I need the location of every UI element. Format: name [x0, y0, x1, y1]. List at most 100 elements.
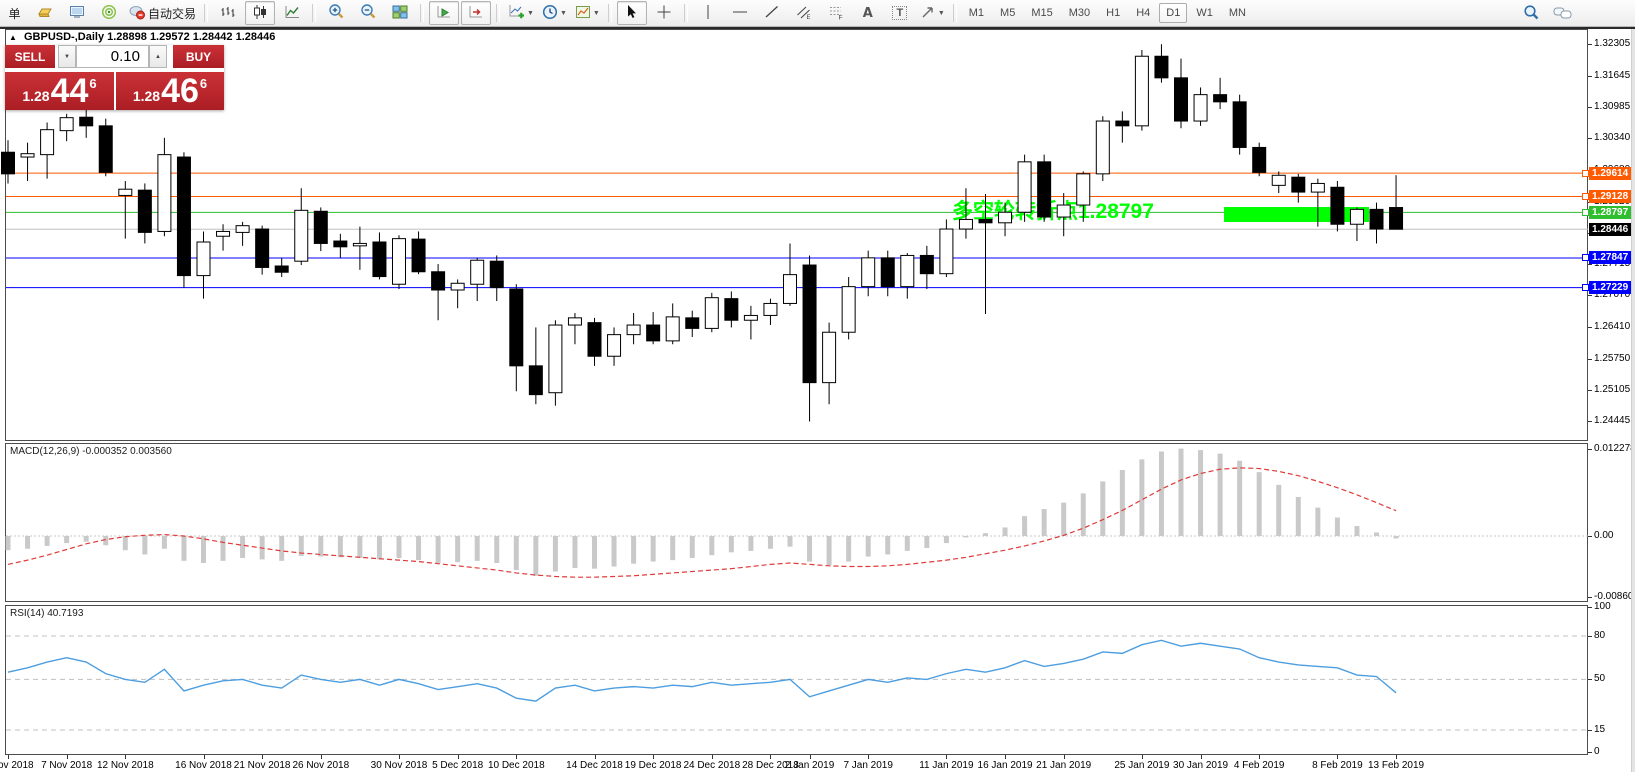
tile-windows-button[interactable]	[385, 1, 415, 25]
fibonacci-icon: F	[828, 4, 844, 23]
date-label: 4 Feb 2019	[1233, 760, 1285, 771]
date-label: 28 Dec 2018	[742, 760, 799, 771]
current-price-tag[interactable]: 1.28446	[1589, 222, 1635, 236]
chart-area[interactable]	[5, 29, 1588, 755]
text-label-button[interactable]: T	[885, 1, 915, 25]
volume-increase-button[interactable]: ▲	[149, 45, 167, 68]
price-tick-mark	[1588, 421, 1592, 423]
cursor-button[interactable]	[616, 1, 647, 25]
period-button[interactable]: ▼	[539, 1, 570, 25]
zoom-out-icon	[360, 3, 377, 23]
buy-price-big: 46	[161, 72, 199, 110]
horizontal-line-button[interactable]	[725, 1, 755, 25]
price-level-tag[interactable]: 1.27847	[1589, 251, 1635, 265]
date-label: 16 Jan 2019	[977, 760, 1033, 771]
rsi-tick-mark	[1588, 730, 1592, 731]
rsi-tick-mark	[1588, 751, 1592, 753]
dropdown-arrow-icon[interactable]: ▼	[527, 9, 534, 17]
toolbar-separator	[496, 4, 501, 22]
highlight-box[interactable]	[1224, 207, 1369, 222]
dropdown-arrow-icon[interactable]: ▼	[559, 9, 567, 17]
price-level-tag[interactable]: 1.28797	[1589, 205, 1635, 219]
date-tick-mark	[594, 755, 596, 759]
text-icon: A	[862, 5, 873, 21]
macd-tick-mark	[1588, 448, 1592, 450]
volume-input[interactable]	[76, 45, 149, 68]
text-label-icon: T	[892, 6, 908, 20]
chat-button[interactable]	[1548, 2, 1578, 26]
sell-price-display[interactable]: 1.28 44 6	[5, 72, 114, 110]
auto-trading-button[interactable]: 自动交易	[126, 1, 199, 25]
trendline-button[interactable]	[757, 1, 787, 25]
toolbar-right-group	[1515, 2, 1579, 26]
arrows-button[interactable]: ▼	[917, 1, 948, 25]
macd-tick-label: -0.008605	[1594, 591, 1635, 603]
date-tick-mark	[653, 755, 655, 759]
toolbar-separator	[312, 4, 317, 22]
new-order-icon-button[interactable]	[30, 1, 60, 25]
rsi-tick-mark	[1588, 679, 1592, 681]
sell-button[interactable]: SELL	[5, 45, 55, 68]
auto-scroll-button[interactable]	[429, 1, 460, 25]
date-label: 2 Jan 2019	[784, 760, 835, 771]
channel-icon: E	[796, 4, 812, 23]
equidistant-channel-button[interactable]: E	[789, 1, 819, 25]
toolbar-separator	[952, 4, 957, 22]
buy-price-display[interactable]: 1.28 46 6	[116, 72, 224, 110]
collapse-panel-icon[interactable]: ▲	[9, 33, 17, 42]
zoom-in-icon	[328, 3, 345, 23]
sell-price-prefix: 1.28	[22, 88, 50, 104]
timeframe-W1[interactable]: W1	[1196, 7, 1213, 19]
line-chart-button[interactable]	[277, 1, 307, 25]
price-tick-mark	[1588, 138, 1592, 140]
terminal-button[interactable]	[62, 1, 92, 25]
buy-price-sup: 6	[199, 76, 208, 91]
auto-scroll-icon	[436, 4, 452, 23]
new-order-button[interactable]: 单	[0, 1, 28, 25]
tile-windows-icon	[392, 4, 408, 23]
dropdown-arrow-icon[interactable]: ▼	[592, 9, 600, 17]
vertical-line-button[interactable]	[693, 1, 723, 25]
chart-shift-button[interactable]	[461, 1, 492, 25]
timeframe-H4[interactable]: H4	[1136, 7, 1151, 19]
price-tick-mark	[1588, 107, 1592, 109]
date-tick-mark	[711, 755, 713, 759]
rsi-tick-mark	[1588, 607, 1592, 609]
candlestick-chart-button[interactable]	[245, 1, 276, 25]
volume-decrease-button[interactable]: ▼	[58, 45, 76, 68]
timeframe-H1[interactable]: H1	[1106, 7, 1121, 19]
zoom-in-button[interactable]	[321, 1, 351, 25]
toolbar-separator	[420, 4, 425, 22]
dropdown-arrow-icon[interactable]: ▼	[937, 9, 945, 17]
date-label: 2 Nov 2018	[0, 760, 34, 771]
text-button[interactable]: A	[853, 1, 883, 25]
timeframe-M1[interactable]: M1	[968, 7, 985, 19]
zoom-out-button[interactable]	[353, 1, 383, 25]
timeframe-D1[interactable]: D1	[1159, 3, 1188, 23]
horizontal-line-icon	[732, 4, 748, 23]
price-level-tag[interactable]: 1.29128	[1589, 189, 1635, 203]
search-button[interactable]	[1516, 2, 1546, 26]
template-button[interactable]: ▼	[572, 1, 603, 25]
chart-annotation[interactable]: 多空轮转折点1.28797	[952, 199, 1154, 223]
date-label: 16 Nov 2018	[175, 760, 232, 771]
timeframe-M30[interactable]: M30	[1068, 7, 1091, 19]
candlestick-icon	[252, 4, 268, 23]
buy-button[interactable]: BUY	[173, 45, 224, 68]
price-level-tag[interactable]: 1.27229	[1589, 281, 1635, 295]
timeframe-M5[interactable]: M5	[1000, 7, 1016, 19]
timeframe-M15[interactable]: M15	[1031, 7, 1053, 19]
strategy-tester-button[interactable]	[94, 1, 124, 25]
clock-icon	[542, 4, 558, 23]
crosshair-button[interactable]	[649, 1, 679, 25]
price-level-tag[interactable]: 1.29614	[1589, 166, 1635, 180]
rsi-tick-label: 80	[1594, 630, 1606, 642]
rsi-tick-mark	[1588, 636, 1592, 638]
rsi-label: RSI(14) 40.7193	[10, 608, 84, 619]
signal-icon	[101, 4, 117, 23]
timeframe-MN[interactable]: MN	[1228, 7, 1246, 19]
bar-chart-button[interactable]	[213, 1, 243, 25]
price-tick-mark	[1588, 75, 1592, 77]
indicators-button[interactable]: ▼	[505, 1, 537, 25]
fibonacci-button[interactable]: F	[821, 1, 851, 25]
